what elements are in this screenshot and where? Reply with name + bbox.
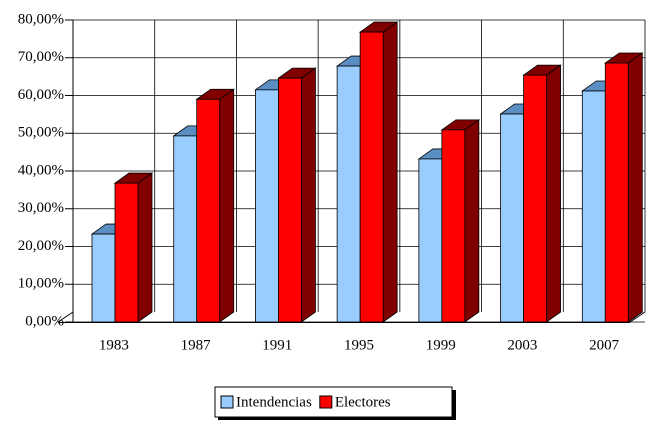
x-tick-label: 1987 xyxy=(181,337,212,353)
bar xyxy=(173,135,198,323)
y-tick-label: 20,00% xyxy=(18,238,64,254)
x-tick-label: 1999 xyxy=(426,337,456,353)
bar xyxy=(500,113,524,323)
floor-right xyxy=(629,311,646,323)
bar xyxy=(255,89,279,323)
y-tick-label: 0,00% xyxy=(25,313,64,329)
bar xyxy=(196,98,221,323)
bar xyxy=(523,74,547,323)
bar xyxy=(604,62,629,323)
bar xyxy=(418,158,443,323)
x-tick-label: 2007 xyxy=(589,337,620,353)
bar-side xyxy=(627,52,643,323)
x-tick-label: 1983 xyxy=(99,337,129,353)
x-tick-label: 1995 xyxy=(344,337,374,353)
y-tick-label: 60,00% xyxy=(18,87,64,103)
bar-side xyxy=(137,172,153,323)
bar xyxy=(336,65,361,323)
bar xyxy=(114,182,139,323)
bar xyxy=(581,90,606,323)
bar xyxy=(91,233,116,323)
bar-side xyxy=(546,64,561,323)
legend-swatch xyxy=(220,395,234,409)
y-tick-label: 30,00% xyxy=(18,200,64,216)
x-tick-label: 1991 xyxy=(262,337,292,353)
legend-label: Intendencias xyxy=(236,394,312,410)
bar xyxy=(278,77,302,323)
bar xyxy=(441,129,466,323)
bar xyxy=(359,31,384,323)
legend: Intendencias Electores xyxy=(214,386,456,420)
legend-swatch xyxy=(319,395,333,409)
y-tick-label: 50,00% xyxy=(18,125,64,141)
bar-side xyxy=(219,88,235,323)
bar-side xyxy=(382,21,398,323)
y-tick-label: 40,00% xyxy=(18,162,64,178)
y-tick-label: 80,00% xyxy=(18,11,64,27)
bar-side xyxy=(464,119,480,323)
legend-box xyxy=(214,386,453,418)
y-tick-label: 10,00% xyxy=(18,276,64,292)
legend-label: Electores xyxy=(335,394,391,410)
x-tick-label: 2003 xyxy=(507,337,537,353)
floor-left xyxy=(57,311,74,323)
y-tick-label: 70,00% xyxy=(18,49,64,65)
bar-side xyxy=(301,67,316,323)
